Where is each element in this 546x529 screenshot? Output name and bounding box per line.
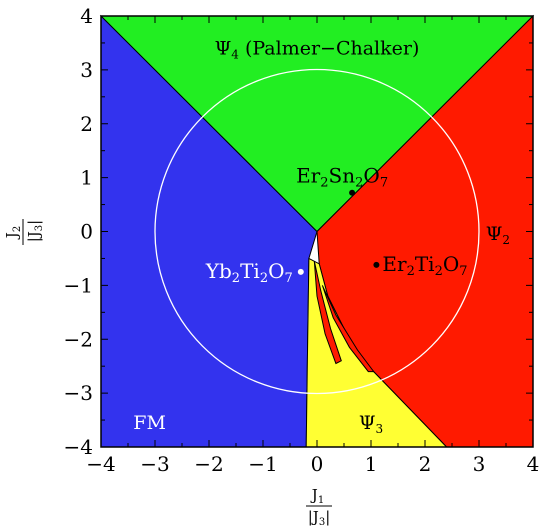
x-axis-label: J1 |J3|: [306, 486, 332, 528]
ticks-layer: −4 −3 −2 −1 0 1 2 3 4 4 3 2 1 0 −1 −2 −3 −4: [64, 4, 540, 476]
y-tick-label: −2: [64, 327, 93, 351]
compound-label: Er2Ti2O7: [382, 252, 467, 279]
x-tick-label: 4: [527, 452, 540, 476]
region-label-psi3: Ψ3: [359, 412, 383, 436]
reference-circle: [154, 68, 480, 395]
y-tick-label: 3: [80, 58, 93, 82]
slivers-layer: [313, 260, 375, 373]
region-sliver-2: [321, 285, 375, 373]
compound-label: Er2Sn2O7: [296, 164, 388, 191]
y-tick-label: −4: [64, 435, 93, 459]
y-axis-label: J2 |J3|: [3, 219, 45, 245]
x-axis-label-numerator: J1: [310, 486, 324, 506]
region-label-psi4: Ψ4 (Palmer−Chalker): [215, 37, 420, 61]
points-layer: Er2Sn2O7 Er2Ti2O7 Yb2Ti2O7: [205, 164, 468, 286]
x-tick-label: 2: [419, 452, 432, 476]
y-tick-label: 4: [80, 4, 93, 28]
x-tick-label: 3: [473, 452, 486, 476]
compound-point: [349, 189, 356, 196]
region-label-fm: FM: [133, 412, 166, 434]
y-tick-label: −1: [64, 273, 93, 297]
y-tick-label: 0: [80, 220, 93, 244]
x-tick-label: −2: [194, 452, 223, 476]
region-labels-layer: FM Ψ4 (Palmer−Chalker) Ψ2 Ψ3: [133, 37, 510, 435]
x-tick-label: 1: [365, 452, 378, 476]
x-tick-label: 0: [311, 452, 324, 476]
regions-layer: [99, 14, 535, 448]
x-tick-label: −1: [248, 452, 277, 476]
region-sliver-1: [313, 260, 342, 365]
compound-label: Yb2Ti2O7: [205, 259, 293, 286]
y-tick-label: 1: [80, 166, 93, 190]
compound-point: [297, 268, 304, 275]
region-label-psi2: Ψ2: [486, 223, 510, 247]
y-tick-label: 2: [80, 112, 93, 136]
y-axis-label-numerator: J2: [3, 226, 23, 240]
x-tick-label: −3: [140, 452, 169, 476]
x-tick-label: −4: [86, 452, 115, 476]
y-tick-label: −3: [64, 381, 93, 405]
x-axis-label-denominator: |J3|: [308, 508, 331, 528]
y-axis-label-denominator: |J3|: [25, 220, 45, 243]
compound-point: [373, 261, 380, 268]
